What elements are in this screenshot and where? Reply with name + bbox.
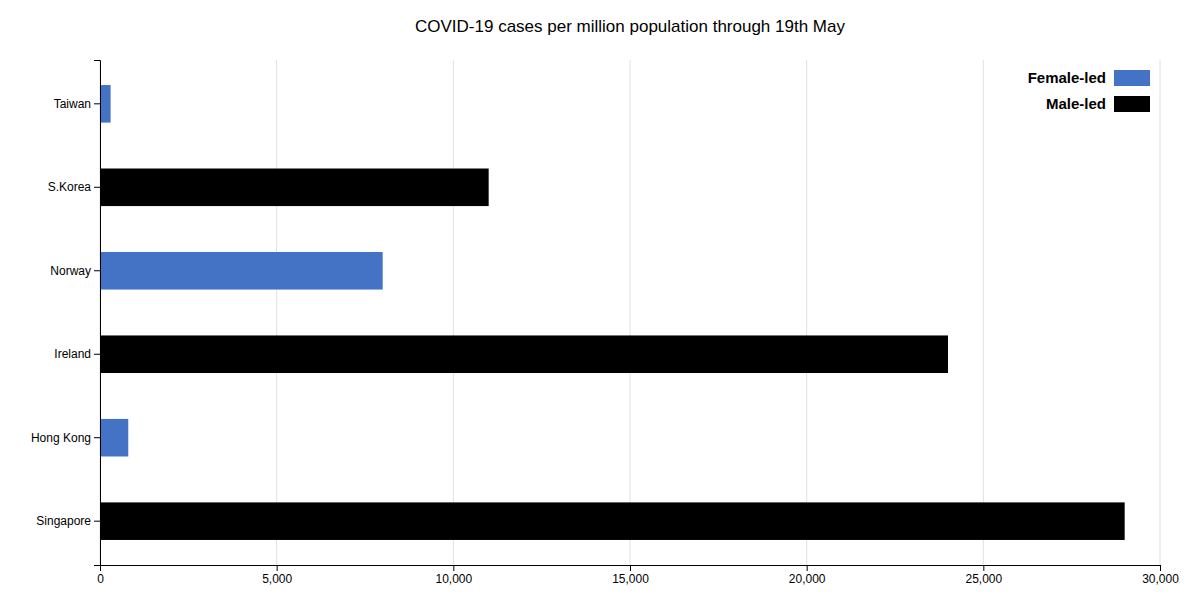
tick-label: 10,000 [435,572,472,586]
tick-mark [983,565,984,571]
grid-line [630,60,631,565]
tick-label: 30,000 [1142,572,1179,586]
series [100,85,383,456]
y-axis: Taiwan S.Korea Norway Ireland Hong Kong Singa… [31,61,101,566]
grid-line [983,60,984,565]
tick-label: Norway [50,264,91,278]
plot: 0 5,000 10,000 15,000 20,000 25,000 30,000 Taiw… [31,60,1179,586]
title: COVID-19 cases per million population th… [415,17,845,36]
tick-label: 5,000 [262,572,292,586]
tick: Taiwan [54,97,100,111]
legend-swatch [1114,96,1150,112]
tick-label: 20,000 [789,572,826,586]
tick-mark [94,437,100,438]
legend-item: Male-led [1046,95,1150,112]
series [100,169,1125,540]
tick-label: Singapore [36,514,91,528]
tick: 5,000 [262,565,292,586]
bar [100,419,128,457]
bar [100,252,383,290]
tick-mark [94,354,100,355]
x-axis: 0 5,000 10,000 15,000 20,000 25,000 30,000 [97,565,1179,586]
tick-label: Hong Kong [31,431,91,445]
grid-line [276,60,277,565]
axis-domain [101,566,1161,572]
tick: Singapore [36,514,100,528]
legend: Female-led Male-led [1028,69,1150,112]
tick-label: 0 [97,572,104,586]
grid [100,60,1160,565]
tick: Hong Kong [31,431,100,445]
tick-mark [277,565,278,571]
tick: Norway [50,264,100,278]
tick-label: Taiwan [54,97,91,111]
tick-mark [1160,565,1161,571]
grid-line [806,60,807,565]
tick-label: S.Korea [48,180,92,194]
tick-mark [94,103,100,104]
tick-mark [94,270,100,271]
tick-mark [94,521,100,522]
chart: COVID-19 cases per million population th… [0,0,1200,610]
tick-mark [630,565,631,571]
tick-label: 15,000 [612,572,649,586]
bar [100,335,948,373]
grid-line [453,60,454,565]
bar [100,169,489,207]
tick-label: 25,000 [965,572,1002,586]
tick-mark [94,187,100,188]
tick-label: Ireland [54,347,91,361]
tick: 30,000 [1142,565,1179,586]
legend-label: Female-led [1028,69,1106,86]
grid-line [1160,60,1161,565]
bar [100,502,1125,540]
tick-mark [807,565,808,571]
tick: 25,000 [965,565,1002,586]
legend-label: Male-led [1046,95,1106,112]
tick: 15,000 [612,565,649,586]
legend-item: Female-led [1028,69,1150,86]
tick: 20,000 [789,565,826,586]
tick-mark [453,565,454,571]
axis-domain [94,61,101,566]
bar [100,85,111,123]
legend-swatch [1114,70,1150,86]
tick: Ireland [54,347,100,361]
tick: S.Korea [48,180,100,194]
bars [100,85,1125,540]
tick: 10,000 [435,565,472,586]
tick: 0 [97,565,104,586]
